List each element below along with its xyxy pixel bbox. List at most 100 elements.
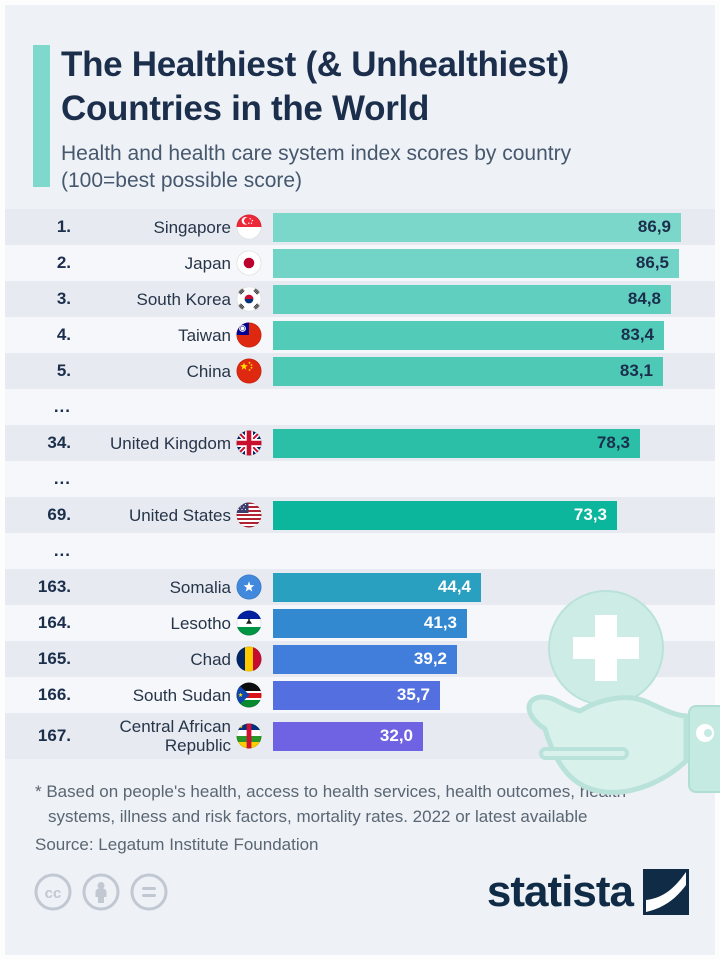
score-value: 83,1 — [619, 361, 653, 380]
score-bar: 86,5 — [273, 248, 679, 278]
subtitle-line-2: (100=best possible score) — [61, 169, 303, 192]
rank-label: 163. — [37, 577, 71, 596]
central-african-republic-flag-icon — [236, 723, 262, 749]
bar-track: 39,2 — [273, 644, 715, 674]
bar-track: 83,4 — [273, 320, 715, 350]
country-label: Chad — [190, 649, 231, 669]
subtitle-line-1: Health and health care system index scor… — [61, 142, 572, 165]
country-label: Somalia — [169, 577, 231, 597]
united-states-flag-icon — [236, 502, 262, 528]
bar-track: 41,3 — [273, 608, 715, 638]
score-value: 39,2 — [413, 649, 447, 668]
rank-label: 165. — [37, 649, 71, 668]
country-label: Japan — [184, 253, 231, 273]
chart-row: 163. Somalia 44,4 — [5, 569, 715, 605]
statista-logo: statista — [487, 869, 689, 915]
flag-icon — [231, 574, 267, 600]
bar-chart: 1. Singapore 86,9 2. Japan 86,5 3. South… — [5, 209, 720, 795]
chart-gap-row: ... — [5, 461, 715, 497]
chart-row: 3. South Korea 84,8 — [5, 281, 715, 317]
country-label: China — [186, 361, 231, 381]
flag-icon — [231, 430, 267, 456]
flag-icon — [231, 502, 267, 528]
lesotho-flag-icon — [236, 610, 262, 636]
chad-flag-icon — [236, 646, 262, 672]
score-bar: 39,2 — [273, 644, 457, 674]
score-value: 84,8 — [627, 289, 661, 308]
rank-label: 1. — [56, 217, 71, 236]
bar-track: 35,7 — [273, 680, 715, 710]
chart-row: 2. Japan 86,5 — [5, 245, 715, 281]
rank-label: 164. — [37, 613, 71, 632]
chart-row: 5. China 83,1 — [5, 353, 715, 389]
score-value: 83,4 — [620, 325, 654, 344]
score-bar: 83,1 — [273, 356, 663, 386]
rank-label: 3. — [56, 289, 71, 308]
rank-label: 4. — [56, 325, 71, 344]
united-kingdom-flag-icon — [236, 430, 262, 456]
country-label: United States — [128, 505, 231, 525]
china-flag-icon — [236, 358, 262, 384]
flag-icon — [231, 286, 267, 312]
country-label: Central African Republic — [119, 717, 232, 755]
page-title: The Healthiest (& Unhealthiest) Countrie… — [61, 43, 685, 131]
accent-bar — [33, 45, 50, 187]
rank-label: 167. — [37, 726, 71, 745]
title-line-1: The Healthiest (& Unhealthiest) — [61, 45, 569, 84]
bottom-bar: cc statista — [5, 869, 715, 915]
source-label: Source: Legatum Institute Foundation — [35, 835, 319, 854]
bar-track: 86,5 — [273, 248, 715, 278]
flag-icon — [231, 358, 267, 384]
gap-ellipsis: ... — [53, 541, 71, 560]
score-bar: 35,7 — [273, 680, 440, 710]
score-bar: 41,3 — [273, 608, 467, 638]
flag-icon — [231, 646, 267, 672]
chart-row: 164. Lesotho 41,3 — [5, 605, 715, 641]
country-label: Taiwan — [178, 325, 231, 345]
country-label: Singapore — [153, 217, 231, 237]
chart-gap-row: ... — [5, 533, 715, 569]
south-sudan-flag-icon — [236, 682, 262, 708]
bar-track: 32,0 — [273, 721, 715, 751]
score-bar: 84,8 — [273, 284, 671, 314]
bar-track: 73,3 — [273, 500, 715, 530]
footnote: * Based on people's health, access to he… — [35, 779, 685, 829]
chart-row: 69. United States 73,3 — [5, 497, 715, 533]
bar-track: 44,4 — [273, 572, 715, 602]
chart-row: 166. South Sudan 35,7 — [5, 677, 715, 713]
attribution-person-icon — [82, 873, 120, 911]
score-bar: 44,4 — [273, 572, 481, 602]
bar-track: 78,3 — [273, 428, 715, 458]
flag-icon — [231, 214, 267, 240]
chart-row: 4. Taiwan 83,4 — [5, 317, 715, 353]
equal-rights-icon — [130, 873, 168, 911]
chart-row: 167. Central African Republic 32,0 — [5, 713, 715, 759]
flag-icon — [231, 250, 267, 276]
score-value: 32,0 — [379, 726, 413, 745]
chart-rows: 1. Singapore 86,9 2. Japan 86,5 3. South… — [5, 209, 715, 759]
page-subtitle: Health and health care system index scor… — [61, 140, 685, 194]
flag-icon — [231, 610, 267, 636]
south-korea-flag-icon — [236, 286, 262, 312]
score-value: 86,5 — [635, 253, 669, 272]
flag-icon — [231, 682, 267, 708]
score-value: 73,3 — [573, 505, 607, 524]
score-bar: 73,3 — [273, 500, 617, 530]
flag-icon — [231, 322, 267, 348]
rank-label: 2. — [56, 253, 71, 272]
japan-flag-icon — [236, 250, 262, 276]
chart-row: 34. United Kingdom 78,3 — [5, 425, 715, 461]
country-label: South Korea — [136, 289, 231, 309]
score-value: 35,7 — [396, 685, 430, 704]
bar-track: 84,8 — [273, 284, 715, 314]
score-bar: 32,0 — [273, 721, 423, 751]
score-value: 41,3 — [423, 613, 457, 632]
statista-wordmark: statista — [486, 867, 634, 916]
singapore-flag-icon — [236, 214, 262, 240]
statista-logo-icon — [643, 869, 689, 915]
score-bar: 86,9 — [273, 212, 681, 242]
bar-track: 83,1 — [273, 356, 715, 386]
rank-label: 5. — [56, 361, 71, 380]
chart-row: 165. Chad 39,2 — [5, 641, 715, 677]
gap-ellipsis: ... — [53, 397, 71, 416]
